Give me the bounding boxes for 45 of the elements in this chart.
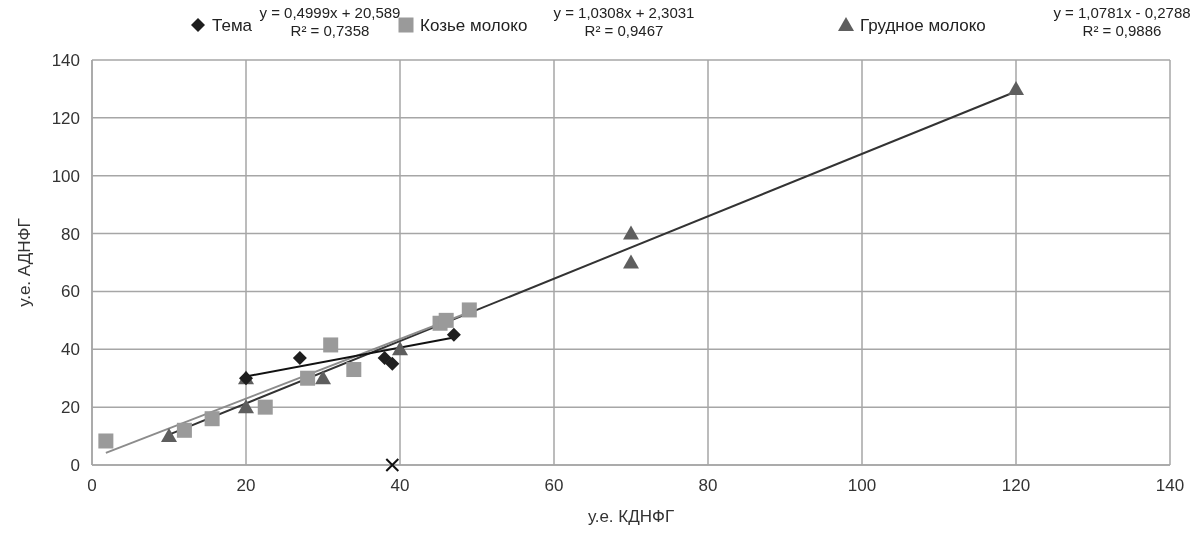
point	[98, 433, 114, 449]
y-tick-label: 20	[61, 398, 80, 418]
point	[292, 350, 307, 365]
point	[238, 399, 254, 414]
point	[385, 458, 400, 472]
point	[257, 399, 273, 415]
point	[377, 350, 392, 365]
point	[161, 428, 177, 443]
y-tick-label: 100	[51, 166, 80, 186]
legend-label: Козье молоко	[420, 16, 528, 35]
legend-label: Грудное молоко	[860, 16, 986, 35]
y-tick-label: 0	[70, 456, 80, 475]
x-tick-label: 120	[1001, 476, 1031, 495]
x-axis-title: у.е. КДНФГ	[587, 507, 675, 526]
x-tick-label: 80	[698, 476, 718, 495]
point	[623, 225, 639, 240]
point	[623, 254, 639, 269]
point	[461, 302, 477, 318]
point	[204, 411, 220, 427]
y-tick-label: 120	[51, 108, 80, 128]
x-tick-label: 20	[236, 476, 256, 495]
x-tick-label: 60	[544, 476, 564, 495]
x-tick-label: 140	[1155, 476, 1185, 495]
point	[346, 362, 362, 378]
point	[392, 341, 408, 356]
x-tick-label: 0	[87, 476, 97, 495]
y-tick-label: 80	[61, 224, 80, 244]
y-axis-title: у.е. АДНФГ	[15, 218, 34, 307]
legend-label: Тема	[212, 16, 253, 35]
x-tick-label: 100	[847, 476, 877, 495]
point	[315, 370, 331, 385]
point	[323, 337, 339, 353]
point	[385, 356, 400, 371]
point	[446, 327, 461, 342]
point	[438, 312, 454, 328]
text: y = 1,0781x - 0,2788 R² = 0,9886	[1053, 4, 1191, 39]
y-tick-label: 40	[61, 340, 80, 360]
point	[1008, 80, 1024, 95]
y-tick-label: 60	[61, 282, 80, 302]
y-tick-label: 140	[51, 51, 80, 70]
x-tick-label: 40	[390, 476, 410, 495]
text: y = 0,4999x + 20,589 R² = 0,7358	[259, 4, 401, 39]
point	[300, 370, 316, 386]
text: y = 1,0308x + 2,3031 R² = 0,9467	[553, 4, 695, 39]
point	[176, 422, 192, 438]
